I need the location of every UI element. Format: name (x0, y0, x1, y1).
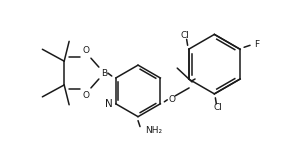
Text: NH₂: NH₂ (145, 126, 162, 135)
Text: Cl: Cl (214, 103, 223, 112)
Text: O: O (169, 95, 176, 104)
Text: O: O (82, 46, 90, 55)
Text: B: B (101, 69, 107, 78)
Text: F: F (254, 40, 259, 49)
Text: O: O (82, 91, 90, 100)
Text: Cl: Cl (180, 31, 189, 40)
Text: N: N (105, 99, 113, 109)
